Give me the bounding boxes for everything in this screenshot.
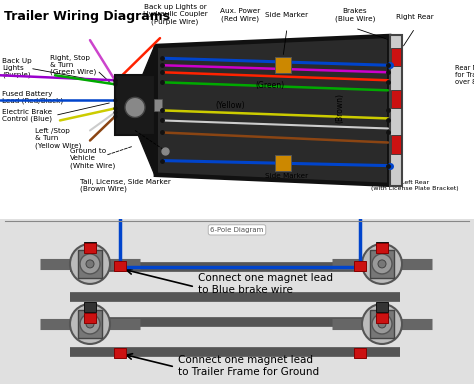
Bar xyxy=(391,136,401,154)
Circle shape xyxy=(372,314,392,334)
Circle shape xyxy=(125,98,145,118)
Circle shape xyxy=(86,320,94,328)
Polygon shape xyxy=(155,35,390,186)
Text: Right, Stop
& Turn
(Green Wire): Right, Stop & Turn (Green Wire) xyxy=(50,55,96,76)
Polygon shape xyxy=(128,45,155,175)
Text: Fused Battery
Lead (Red/Black): Fused Battery Lead (Red/Black) xyxy=(2,91,63,104)
Bar xyxy=(78,250,102,278)
Circle shape xyxy=(80,254,100,274)
Text: Aux. Power
(Red Wire): Aux. Power (Red Wire) xyxy=(220,8,260,22)
Circle shape xyxy=(70,304,110,344)
Bar xyxy=(84,242,96,252)
Text: Trailer Wiring Diagrams: Trailer Wiring Diagrams xyxy=(4,10,170,23)
Circle shape xyxy=(362,244,402,284)
Text: Back up Lights or
Hydraulic Coupler
(Purple Wire): Back up Lights or Hydraulic Coupler (Pur… xyxy=(143,4,207,25)
Text: (Brown): (Brown) xyxy=(336,93,345,123)
Circle shape xyxy=(378,260,386,268)
Circle shape xyxy=(86,260,94,268)
Bar xyxy=(275,155,291,170)
Polygon shape xyxy=(158,38,387,183)
Bar xyxy=(84,313,96,323)
Text: (Green): (Green) xyxy=(255,81,284,90)
Text: Left Rear
(with License Plate Bracket): Left Rear (with License Plate Bracket) xyxy=(371,180,459,191)
Bar xyxy=(84,243,96,253)
Bar xyxy=(391,90,401,108)
Bar xyxy=(370,250,394,278)
Bar xyxy=(354,261,366,271)
Text: 6-Pole Diagram: 6-Pole Diagram xyxy=(210,227,264,233)
Bar xyxy=(84,302,96,312)
Text: Left /Stop
& Turn
(Yellow Wire): Left /Stop & Turn (Yellow Wire) xyxy=(35,128,82,149)
Bar xyxy=(390,35,402,186)
Text: (Yellow): (Yellow) xyxy=(215,101,245,110)
Circle shape xyxy=(80,314,100,334)
Circle shape xyxy=(378,320,386,328)
Bar xyxy=(376,243,388,253)
Circle shape xyxy=(362,304,402,344)
Text: Electric Brake
Control (Blue): Electric Brake Control (Blue) xyxy=(2,109,52,122)
Bar xyxy=(391,48,401,66)
Text: Tail, License, Side Marker
(Brown Wire): Tail, License, Side Marker (Brown Wire) xyxy=(80,179,171,192)
Text: Side Marker: Side Marker xyxy=(265,12,309,18)
Text: Brakes
(Blue Wire): Brakes (Blue Wire) xyxy=(335,8,375,22)
Bar xyxy=(275,57,291,73)
Bar xyxy=(78,310,102,338)
Bar xyxy=(376,242,388,252)
Text: Back Up
Lights
(Purple): Back Up Lights (Purple) xyxy=(2,58,32,78)
Text: Right Rear: Right Rear xyxy=(396,14,434,20)
Bar xyxy=(114,261,126,271)
Bar xyxy=(114,348,126,358)
Circle shape xyxy=(70,244,110,284)
Bar xyxy=(154,99,162,111)
Bar xyxy=(376,302,388,312)
Bar xyxy=(354,348,366,358)
Text: Rear Markers
for Trailers
over 80" wide: Rear Markers for Trailers over 80" wide xyxy=(455,65,474,85)
Bar xyxy=(115,75,155,136)
Text: Side Marker: Side Marker xyxy=(265,173,309,179)
Circle shape xyxy=(372,254,392,274)
Text: Connect one magnet lead
to Blue brake wire: Connect one magnet lead to Blue brake wi… xyxy=(198,273,333,295)
Text: Connect one magnet lead
to Trailer Frame for Ground: Connect one magnet lead to Trailer Frame… xyxy=(178,355,319,377)
Bar xyxy=(376,313,388,323)
Text: Ground to
Vehicle
(White Wire): Ground to Vehicle (White Wire) xyxy=(70,148,115,169)
Bar xyxy=(370,310,394,338)
